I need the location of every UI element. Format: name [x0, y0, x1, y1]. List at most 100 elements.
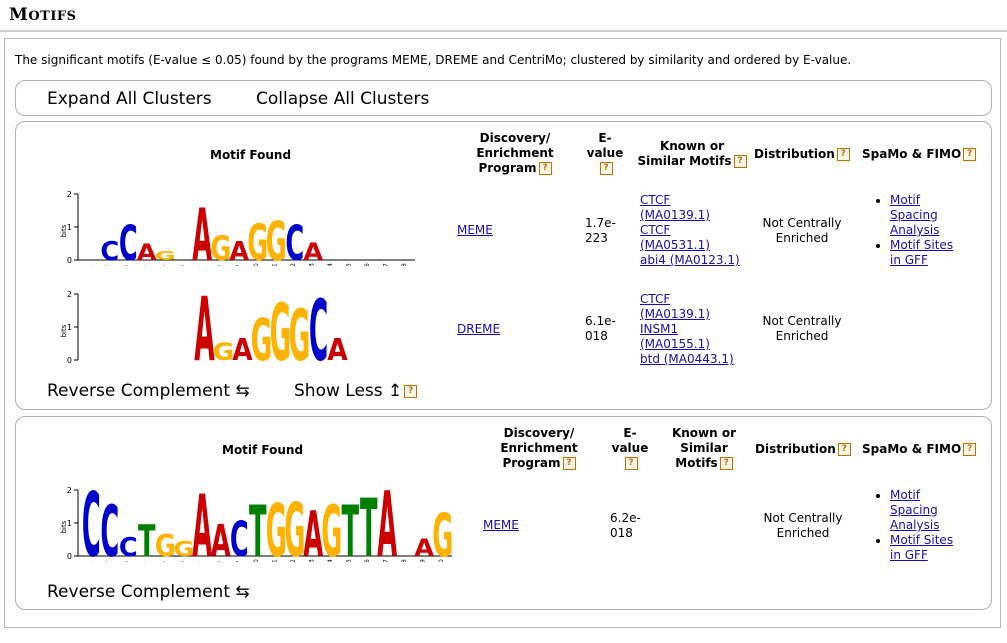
logo-position-label: 13	[308, 559, 315, 562]
program-link[interactable]: DREME	[457, 322, 501, 336]
logo-letter: A	[192, 482, 212, 562]
help-icon[interactable]: ?	[562, 457, 576, 470]
logo-letter: C	[230, 512, 249, 562]
known-motif-link[interactable]: (MA0139.1)	[640, 307, 710, 321]
help-icon[interactable]: ?	[538, 162, 552, 175]
header-known-motifs: Known or Similar Motifs?	[671, 426, 737, 470]
known-motif-link[interactable]: CTCF	[640, 292, 671, 306]
help-icon[interactable]: ?	[719, 457, 733, 470]
cluster-2	[15, 416, 992, 610]
header-evalue: E-value ?	[586, 131, 624, 175]
logo-letter: G	[210, 230, 231, 266]
logo-tick-label: 2	[67, 190, 72, 199]
logo-position-label: 17	[382, 559, 389, 562]
logo-position-label: 20	[438, 559, 445, 562]
motif-sites-gff-link[interactable]: Motif Sites in GFF	[890, 533, 954, 562]
logo-letter: C	[100, 492, 119, 562]
help-icon[interactable]: ?	[624, 457, 638, 470]
discovery-program: MEME	[483, 518, 519, 533]
known-motif-link[interactable]: abi4 (MA0123.1)	[640, 253, 740, 267]
logo-letter: A	[211, 517, 231, 562]
logo-letter: T	[249, 492, 267, 562]
collapse-arrow-icon: ↥	[388, 381, 403, 401]
swap-arrows-icon: ⇆	[235, 582, 250, 602]
logo-letter: A	[194, 286, 214, 366]
motif-logo: 210bitsCCCTGGAACTGGAGTTAAG12345678910111…	[60, 482, 453, 562]
known-motif-link[interactable]: CTCF	[640, 223, 671, 237]
logo-position-label: 14	[327, 263, 334, 266]
header-motif-found: Motif Found	[222, 443, 304, 457]
known-motif-link[interactable]: btd (MA0443.1)	[640, 352, 734, 366]
logo-position-label: 12	[290, 559, 297, 562]
header-known-motifs: Known or Similar Motifs?	[636, 139, 748, 169]
cluster-controls	[15, 80, 992, 116]
help-icon[interactable]: ?	[836, 148, 850, 161]
help-icon[interactable]: ?	[837, 443, 851, 456]
logo-position-label: 13	[308, 263, 315, 266]
logo-letter: A	[232, 332, 253, 366]
logo-position-label: 17	[382, 263, 389, 266]
known-motif-link[interactable]: CTCF	[640, 193, 671, 207]
program-link[interactable]: MEME	[483, 518, 519, 532]
distribution: Not Centrally Enriched	[762, 216, 842, 245]
logo-letter: G	[251, 306, 273, 366]
logo-letter: T	[138, 517, 156, 562]
logo-position-label: 5	[160, 561, 167, 562]
logo-letter: T	[360, 483, 378, 562]
discovery-program: DREME	[457, 322, 500, 337]
expand-all-clusters-button[interactable]: Expand All Clusters	[47, 89, 212, 109]
program-link[interactable]: MEME	[457, 223, 493, 237]
help-icon[interactable]: ?	[963, 443, 977, 456]
motif-spacing-analysis-link[interactable]: Motif Spacing Analysis	[890, 193, 940, 237]
logo-letter: C	[285, 216, 304, 266]
logo-position-label: 11	[271, 263, 278, 266]
collapse-all-clusters-button[interactable]: Collapse All Clusters	[256, 89, 430, 109]
known-motifs: CTCF (MA0139.1) CTCF (MA0531.1) abi4 (MA…	[640, 193, 740, 268]
logo-position-label: 10	[253, 559, 260, 562]
known-motif-link[interactable]: (MA0155.1)	[640, 337, 710, 351]
logo-position-label: 1	[86, 561, 93, 562]
distribution: Not Centrally Enriched	[763, 511, 843, 540]
motif-spacing-analysis-link[interactable]: Motif Spacing Analysis	[890, 488, 940, 532]
logo-position-label: 1	[86, 265, 93, 266]
logo-position-label: 10	[253, 263, 260, 266]
logo-letter: G	[289, 296, 311, 366]
logo-position-label: 15	[345, 559, 352, 562]
help-icon[interactable]: ?	[599, 162, 613, 175]
known-motif-link[interactable]: (MA0531.1)	[640, 238, 710, 252]
logo-position-label: 3	[123, 265, 130, 266]
header-spamo-fimo: SpaMo & FIMO?	[862, 442, 977, 457]
motif-sites-gff-link[interactable]: Motif Sites in GFF	[890, 238, 954, 267]
logo-letter: G	[270, 288, 292, 366]
logo-position-label: 11	[271, 559, 278, 562]
logo-position-label: 9	[234, 561, 241, 562]
reverse-complement-button[interactable]: Reverse Complement ⇆	[47, 582, 250, 602]
reverse-complement-button[interactable]: Reverse Complement ⇆	[47, 381, 250, 401]
help-icon[interactable]: ?	[733, 155, 747, 168]
logo-letter: A	[303, 500, 323, 562]
help-icon[interactable]: ?	[404, 384, 418, 398]
logo-letter: G	[321, 492, 342, 562]
logo-letter: C	[100, 237, 119, 266]
show-less-button[interactable]: Show Less ↥?	[294, 381, 418, 401]
logo-letter: G	[432, 500, 453, 562]
logo-letter: G	[266, 489, 287, 562]
logo-position-label: 4	[142, 561, 149, 562]
logo-tick-label: 0	[67, 552, 72, 561]
logo-letter: T	[341, 492, 359, 562]
logo-position-label: 3	[123, 561, 130, 562]
known-motif-link[interactable]: (MA0139.1)	[640, 208, 710, 222]
logo-letter: A	[303, 238, 324, 266]
swap-arrows-icon: ⇆	[235, 381, 250, 401]
logo-letter: C	[309, 286, 328, 366]
logo-tick-label: 1	[67, 519, 72, 528]
known-motif-link[interactable]: INSM1	[640, 322, 679, 336]
header-evalue: E-value ?	[611, 426, 649, 470]
logo-position-label: 16	[364, 559, 371, 562]
help-icon[interactable]: ?	[963, 148, 977, 161]
logo-axis-label: bits	[60, 324, 68, 337]
logo-letter: G	[173, 539, 194, 562]
